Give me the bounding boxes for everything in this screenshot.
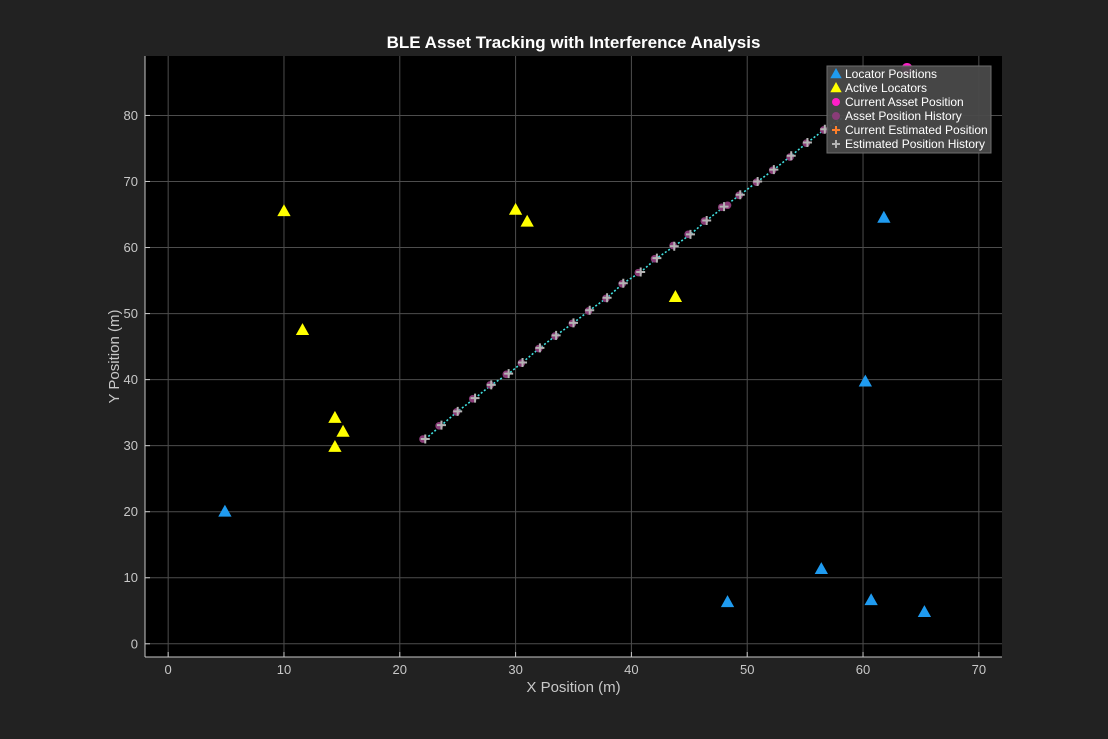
estimated-position-history-point <box>602 293 612 303</box>
x-tick-label: 50 <box>740 662 754 677</box>
estimated-position-history-point <box>504 369 514 379</box>
x-tick-label: 10 <box>277 662 291 677</box>
active-locators-point <box>277 204 291 217</box>
y-tick-label: 70 <box>124 174 138 189</box>
estimated-position-history-point <box>436 420 446 430</box>
estimated-position-history-point <box>470 393 480 403</box>
chart-title: BLE Asset Tracking with Interference Ana… <box>387 33 761 52</box>
estimated-position-history-point <box>551 330 561 340</box>
estimated-position-history-point <box>518 357 528 367</box>
active-locators-point <box>336 424 350 437</box>
y-tick-label: 60 <box>124 240 138 255</box>
x-tick-label: 60 <box>856 662 870 677</box>
estimated-position-history-point <box>802 138 812 148</box>
estimated-position-history-point <box>786 151 796 161</box>
asset-position-history-point <box>786 153 794 161</box>
legend-box <box>826 65 992 154</box>
active-locators-point <box>295 323 310 335</box>
estimated-position-history-point <box>685 229 695 239</box>
legend-label: Asset Position History <box>845 109 962 123</box>
y-tick-label: 80 <box>124 108 138 123</box>
estimated-position-history-point <box>420 434 430 444</box>
active-locators-point <box>508 202 523 215</box>
locator-positions-point <box>814 562 828 575</box>
y-axis-label: Y Position (m) <box>106 310 123 404</box>
estimated-position-history-point <box>569 318 578 328</box>
legend-swatch-asset-position-history <box>832 112 840 120</box>
active-locators-point <box>520 214 534 227</box>
x-tick-label: 20 <box>393 662 407 677</box>
locator-positions-point <box>864 593 878 606</box>
estimated-position-history-point <box>719 202 729 212</box>
estimated-position-history-point <box>669 241 679 251</box>
locator-positions-point <box>720 595 735 608</box>
legend-label: Current Asset Position <box>845 95 964 109</box>
legend-swatch-current-asset-position <box>832 98 840 106</box>
y-tick-label: 20 <box>124 504 138 519</box>
locator-positions-point <box>877 210 891 223</box>
legend-swatch-locator-positions <box>830 68 842 79</box>
y-tick-label: 0 <box>131 636 138 651</box>
markers-layer <box>218 63 932 617</box>
axes: 0 10 20 30 40 50 60 70 0 10 20 30 40 50 60 70 80 <box>124 56 1002 677</box>
plot-area <box>145 56 1002 657</box>
x-tick-label: 40 <box>624 662 638 677</box>
estimated-position-history-point <box>652 253 662 263</box>
legend-swatch-current-estimated-position <box>832 126 840 134</box>
active-locators-point <box>328 439 342 452</box>
legend-swatch-active-locators <box>830 82 842 93</box>
estimated-position-history-point <box>618 278 628 288</box>
estimated-position-history-point <box>535 343 545 353</box>
active-locators-point <box>328 410 342 423</box>
estimated-position-history-point <box>585 305 595 315</box>
estimated-position-history-point <box>735 190 745 200</box>
legend-label: Locator Positions <box>845 67 937 81</box>
y-tick-label: 40 <box>124 372 138 387</box>
locator-positions-point <box>858 374 872 387</box>
x-axis-label: X Position (m) <box>526 679 620 696</box>
estimated-position-history-point <box>453 406 463 416</box>
x-tick-label: 0 <box>165 662 172 677</box>
locator-positions-point <box>917 605 932 617</box>
x-tick-label: 30 <box>508 662 522 677</box>
estimated-position-history-point <box>636 267 646 277</box>
y-tick-label: 30 <box>124 438 138 453</box>
legend-swatch-estimated-position-history <box>832 140 840 148</box>
y-tick-label: 10 <box>124 570 138 585</box>
estimated-position-history-point <box>702 215 712 225</box>
y-tick-label: 50 <box>124 306 138 321</box>
legend-label: Current Estimated Position <box>845 123 988 137</box>
estimated-position-history-point <box>486 380 496 390</box>
locator-positions-point <box>218 504 232 517</box>
estimated-position-history-point <box>753 176 763 186</box>
active-locators-point <box>668 290 683 302</box>
legend-label: Active Locators <box>845 81 927 95</box>
legend-label: Estimated Position History <box>845 137 985 151</box>
grid-lines <box>145 56 1002 657</box>
x-tick-label: 70 <box>972 662 986 677</box>
estimated-position-history-point <box>769 165 779 175</box>
